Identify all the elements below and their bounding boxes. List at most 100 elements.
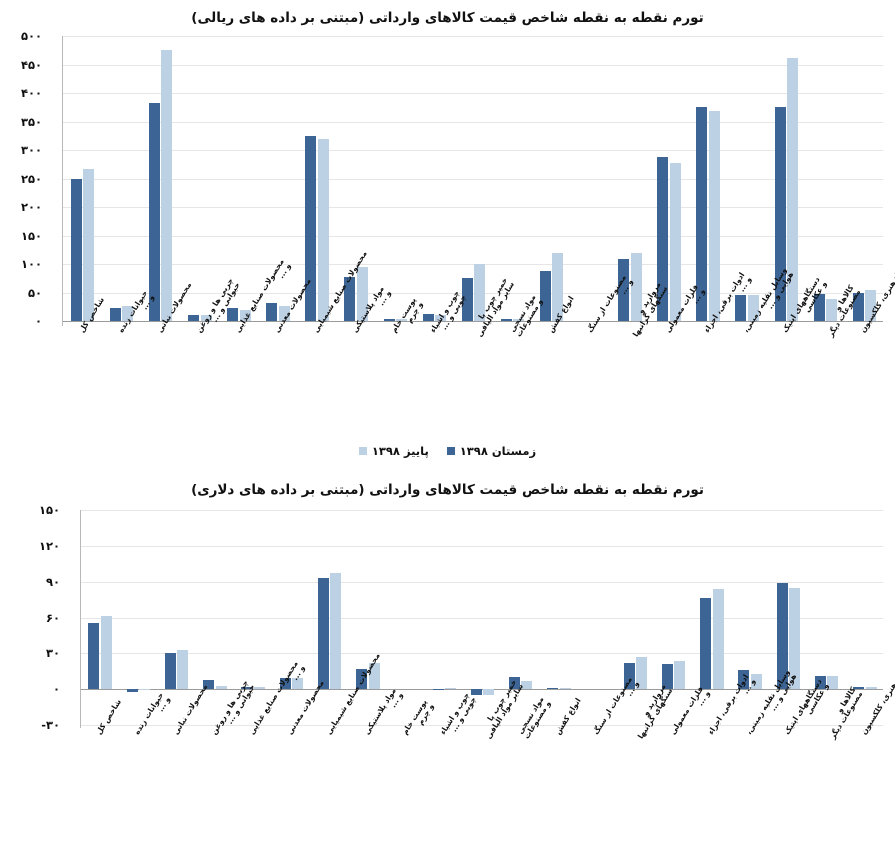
bar (241, 686, 253, 690)
bar (700, 598, 712, 690)
gridline (63, 264, 883, 265)
bar (266, 302, 278, 321)
gridline (63, 292, 883, 294)
y-axis-tick-label: ۶۰ (45, 610, 60, 625)
bar (461, 278, 473, 321)
bar (500, 318, 512, 321)
y-axis-tick-label: ۱۵۰ (38, 503, 60, 517)
chart-rial-title: تورم نقطه به نقطه شاخص قیمت کالاهای وارد… (191, 10, 704, 26)
chart-rial-legend: زمستان ۱۳۹۸ پاییز ۱۳۹۸ (0, 444, 895, 458)
chart-dollar-title: تورم نقطه به نقطه شاخص قیمت کالاهای وارد… (191, 482, 704, 498)
y-axis-tick-label: ۱۲۰ (38, 538, 60, 553)
bar (292, 678, 304, 690)
bar (789, 587, 801, 690)
y-axis-tick-label: ۳۰۰ (20, 143, 42, 157)
bar (139, 689, 151, 691)
bar (356, 668, 368, 690)
bar (814, 676, 826, 690)
bar (445, 687, 456, 690)
bar (177, 649, 189, 690)
bar (787, 57, 798, 321)
bar (853, 686, 865, 690)
bar (630, 252, 642, 321)
legend-item[interactable]: پاییز ۱۳۹۸ (358, 444, 429, 458)
bar (618, 259, 630, 321)
gridline (63, 36, 883, 37)
bar (696, 106, 708, 321)
gridline (81, 689, 883, 691)
bar (253, 686, 265, 690)
bar (215, 685, 227, 690)
y-axis-tick-label: ۰ (34, 314, 42, 328)
gridline (63, 207, 883, 208)
gridline (63, 121, 883, 123)
bar (396, 319, 408, 321)
bar (865, 686, 877, 690)
bar (470, 689, 482, 696)
bar (148, 102, 160, 321)
bar (708, 111, 720, 321)
bar (422, 314, 434, 321)
bar (279, 678, 291, 690)
bar (552, 252, 564, 321)
y-axis-tick-label: ۴۰۰ (20, 86, 42, 100)
gridline (81, 725, 883, 726)
chart-rial-plot: ۵۰۰ ۴۵۰ ۴۰۰ ۳۵۰ ۳۰۰ ۲۵۰ ۲۰۰ ۱۵۰ ۱۰۰ ۵۰ ۰ (0, 29, 895, 328)
chart-dollar-plot-area (80, 510, 883, 728)
bar (826, 299, 838, 321)
gridline (63, 150, 883, 151)
bar (750, 673, 762, 690)
gridline (63, 235, 883, 237)
bar (508, 677, 520, 690)
bar (109, 308, 121, 321)
chart-rial-container: تورم نقطه به نقطه شاخص قیمت کالاهای وارد… (0, 10, 895, 458)
legend-swatch-icon (446, 447, 455, 455)
y-axis-tick-label: ۲۰۰ (20, 200, 42, 214)
bar (657, 157, 669, 321)
bar (161, 50, 173, 321)
y-axis-tick-label: ۰ (52, 682, 60, 697)
y-axis-tick-label: ۱۵۰ (20, 228, 42, 243)
bar (776, 582, 788, 690)
bar (474, 264, 486, 321)
gridline (81, 617, 883, 619)
bar (317, 578, 329, 690)
bar (122, 305, 134, 321)
y-axis-tick-label: ۲۵۰ (20, 171, 42, 186)
bar (278, 306, 290, 321)
bar (305, 135, 317, 321)
y-axis-tick-label: ۴۵۰ (20, 57, 42, 72)
gridline (63, 93, 883, 94)
y-axis-tick-label: ۵۰ (27, 285, 42, 300)
bar (669, 162, 681, 321)
bar (239, 310, 251, 321)
bar (70, 178, 82, 321)
bar (330, 573, 342, 690)
bar (712, 588, 724, 690)
bar (674, 660, 686, 690)
chart-dollar-category-labels: شاخص کل حیوانات زنده و ... محصولات نباتی چرب… (80, 651, 895, 837)
chart-dollar-plot: ۱۵۰ ۱۲۰ ۹۰ ۶۰ ۳۰ ۰ -۳۰ (0, 503, 895, 732)
bar (738, 670, 750, 690)
bar (559, 687, 571, 690)
bar (126, 689, 138, 692)
gridline (81, 545, 883, 547)
bar (188, 315, 200, 321)
legend-label: پاییز ۱۳۹۸ (371, 444, 429, 458)
bar (435, 314, 447, 321)
bar (547, 687, 559, 690)
legend-label: زمستان ۱۳۹۸ (459, 444, 537, 458)
bar (200, 315, 212, 321)
bar (227, 308, 239, 321)
bar (774, 107, 786, 321)
gridline (63, 178, 883, 180)
bar (623, 662, 635, 690)
chart-rial-category-labels: شاخص کل حیوانات زنده و ... محصولات نباتی چرب… (62, 249, 895, 438)
bar (368, 662, 380, 690)
y-axis-tick-label: ۹۰ (45, 574, 60, 589)
bar (88, 623, 100, 690)
legend-item[interactable]: زمستان ۱۳۹۸ (446, 444, 537, 458)
bar (164, 653, 176, 690)
bar (432, 689, 444, 691)
bar (483, 689, 495, 696)
